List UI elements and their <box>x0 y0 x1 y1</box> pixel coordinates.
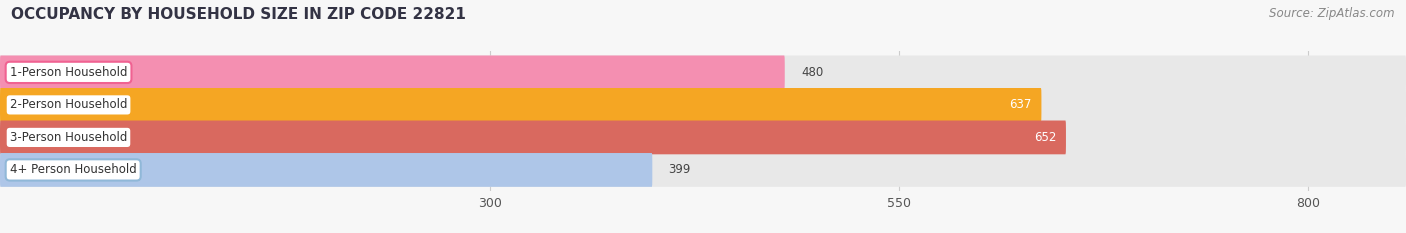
Text: 1-Person Household: 1-Person Household <box>10 66 128 79</box>
FancyBboxPatch shape <box>0 120 1066 154</box>
Text: 652: 652 <box>1033 131 1056 144</box>
FancyBboxPatch shape <box>0 120 1406 154</box>
FancyBboxPatch shape <box>0 153 652 187</box>
FancyBboxPatch shape <box>0 88 1042 122</box>
FancyBboxPatch shape <box>0 153 1406 187</box>
Text: 637: 637 <box>1010 98 1032 111</box>
Text: 2-Person Household: 2-Person Household <box>10 98 128 111</box>
FancyBboxPatch shape <box>0 88 1406 122</box>
Text: OCCUPANCY BY HOUSEHOLD SIZE IN ZIP CODE 22821: OCCUPANCY BY HOUSEHOLD SIZE IN ZIP CODE … <box>11 7 467 22</box>
FancyBboxPatch shape <box>0 55 1406 89</box>
Text: 480: 480 <box>801 66 824 79</box>
Text: 4+ Person Household: 4+ Person Household <box>10 163 136 176</box>
FancyBboxPatch shape <box>0 55 785 89</box>
Text: 399: 399 <box>669 163 690 176</box>
Text: 3-Person Household: 3-Person Household <box>10 131 127 144</box>
Text: Source: ZipAtlas.com: Source: ZipAtlas.com <box>1270 7 1395 20</box>
